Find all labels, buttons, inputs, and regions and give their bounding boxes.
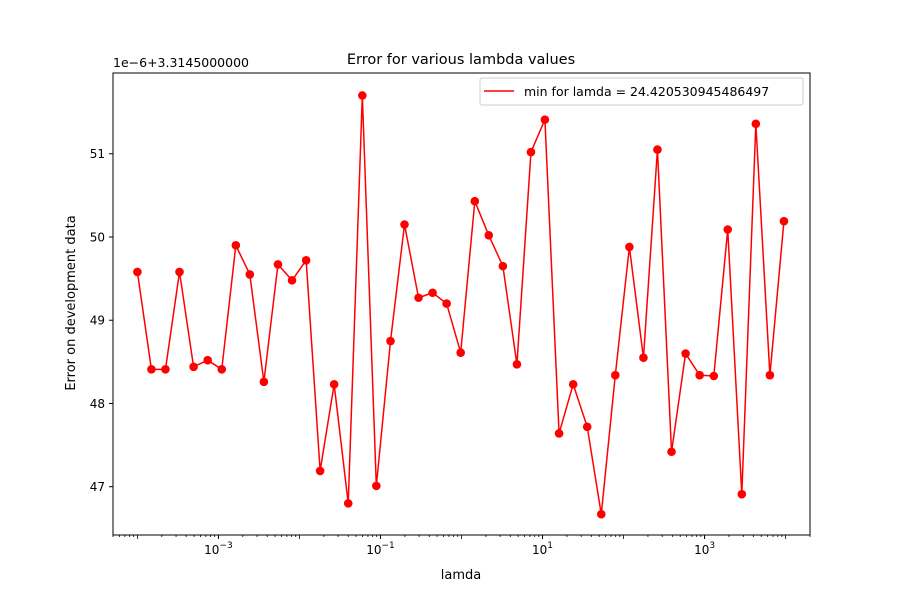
data-point (596, 509, 606, 519)
data-point (315, 466, 325, 476)
chart-title: Error for various lambda values (347, 52, 575, 68)
data-point (695, 370, 704, 380)
y-tick-label: 50 (90, 230, 105, 244)
data-point (343, 499, 353, 508)
data-point (442, 299, 451, 308)
data-point (681, 349, 690, 358)
data-point (231, 241, 241, 250)
data-point (259, 377, 269, 387)
x-tick-label: 10−3 (204, 541, 233, 557)
x-axis-title: lamda (441, 568, 481, 583)
data-point (414, 293, 423, 303)
data-point (512, 360, 522, 369)
data-point (203, 355, 212, 365)
data-point (372, 481, 381, 491)
data-point (765, 370, 775, 380)
data-point (568, 380, 578, 389)
data-point (147, 365, 156, 374)
data-point (484, 231, 494, 240)
data-point (456, 348, 465, 358)
data-point (428, 288, 437, 298)
data-point (554, 429, 564, 438)
data-point (400, 220, 409, 229)
plot-area: 47 48 49 50 51 10−3 10−1 101 103 (90, 91, 811, 557)
data-point (133, 267, 142, 277)
data-point (175, 267, 184, 277)
data-point (540, 115, 550, 124)
data-point (189, 362, 198, 372)
x-tick-label: 10−1 (366, 541, 395, 557)
legend-box (479, 77, 804, 106)
data-point (723, 225, 733, 234)
legend: min for lamda = 24.420530945486497 (479, 77, 804, 106)
data-point (667, 447, 676, 457)
data-point (470, 196, 480, 206)
data-point (526, 147, 536, 157)
legend-label: min for lamda = 24.420530945486497 (524, 84, 769, 99)
data-point (611, 370, 620, 380)
data-point (217, 365, 227, 374)
data-point (498, 261, 508, 271)
data-point (161, 365, 170, 374)
data-point (301, 255, 311, 265)
series-line (136, 94, 785, 515)
data-point (779, 216, 789, 226)
data-point (737, 489, 747, 499)
data-point (358, 91, 367, 100)
data-point (245, 270, 255, 279)
y-tick-label: 47 (90, 480, 105, 494)
data-point (273, 260, 283, 269)
axes-frame (112, 72, 811, 536)
data-point (386, 336, 395, 346)
data-point (709, 371, 719, 381)
data-point (653, 145, 662, 154)
data-point (582, 422, 592, 432)
data-point (625, 242, 634, 252)
y-tick-label: 48 (90, 397, 105, 411)
y-axis-title: Error on development data (64, 215, 79, 390)
data-point (287, 275, 297, 285)
y-tick-label: 49 (90, 314, 105, 328)
data-point (329, 380, 339, 389)
x-tick-label: 103 (694, 541, 715, 557)
y-tick-label: 51 (90, 147, 105, 161)
data-point (751, 119, 761, 129)
x-tick-label: 101 (532, 541, 553, 557)
data-point (639, 353, 648, 362)
y-offset-label: 1e−6+3.3145000000 (113, 55, 249, 70)
